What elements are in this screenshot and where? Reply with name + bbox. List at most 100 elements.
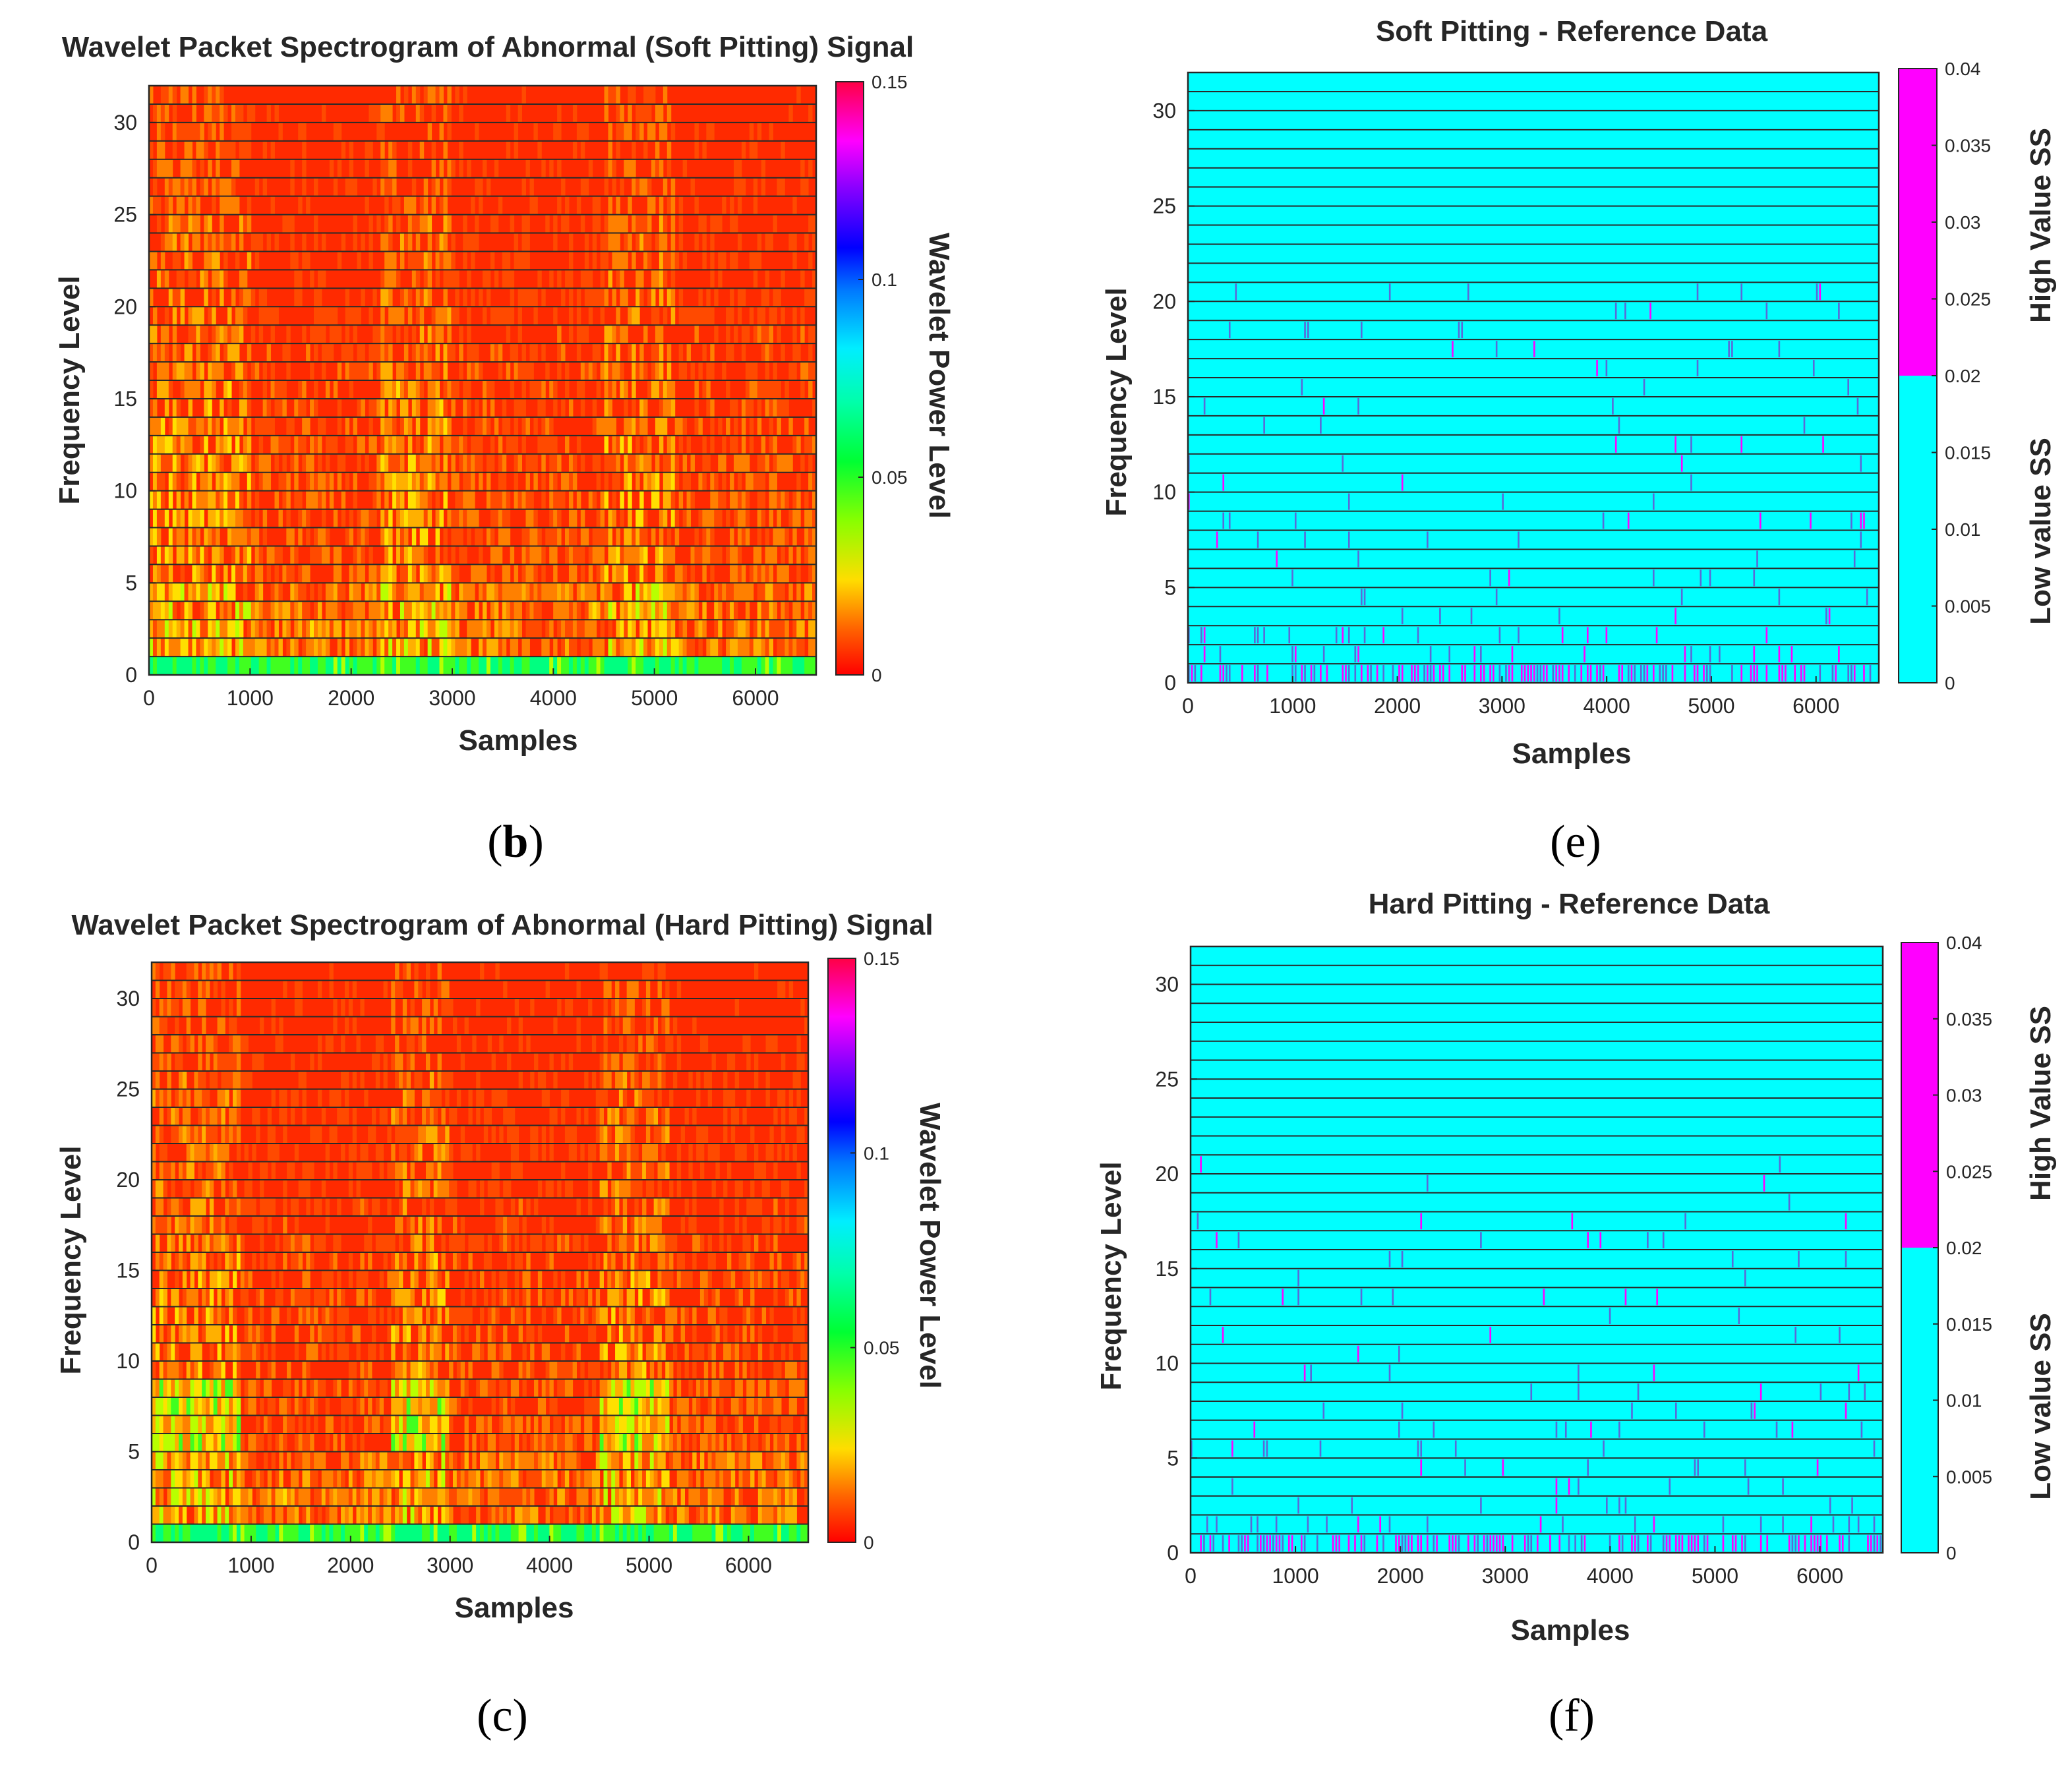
heatmap-cell xyxy=(361,398,365,417)
heatmap-cell xyxy=(714,325,719,344)
heatmap-cell xyxy=(415,343,421,362)
heatmap-cell xyxy=(325,583,330,602)
heatmap-cell xyxy=(639,362,644,380)
heatmap-cell xyxy=(1376,665,1378,682)
heatmap-cell xyxy=(200,270,204,289)
heatmap-cell xyxy=(603,1343,608,1361)
heatmap-cell xyxy=(361,343,365,362)
heatmap-cell xyxy=(369,583,373,602)
heatmap-cell xyxy=(152,1361,156,1379)
heatmap-cell xyxy=(156,546,162,565)
heatmap-cell xyxy=(479,527,483,546)
heatmap-cell xyxy=(298,1488,303,1506)
heatmap-cell xyxy=(294,1397,299,1416)
heatmap-cell xyxy=(694,233,699,252)
heatmap-cell xyxy=(792,490,797,509)
heatmap-cell xyxy=(670,288,676,307)
heatmap-cell xyxy=(329,159,334,178)
heatmap-cell xyxy=(243,601,248,620)
heatmap-cell xyxy=(233,1379,237,1397)
heatmap-cell xyxy=(433,1506,438,1524)
heatmap-cell xyxy=(761,435,766,454)
heatmap-cell xyxy=(180,86,185,104)
heatmap-cell xyxy=(302,417,307,436)
heatmap-cell xyxy=(572,601,577,620)
heatmap-cell xyxy=(231,122,236,141)
heatmap-cell xyxy=(592,251,597,270)
heatmap-cell xyxy=(663,177,668,196)
heatmap-cell xyxy=(321,325,326,344)
heatmap-cell xyxy=(616,86,620,104)
heatmap-cell xyxy=(221,1524,225,1542)
heatmap-cell xyxy=(620,583,624,602)
heatmap-cell xyxy=(741,435,746,454)
heatmap-cell xyxy=(202,1415,206,1434)
heatmap-cell xyxy=(612,546,616,565)
heatmap-cell xyxy=(235,546,240,565)
heatmap-cell xyxy=(521,546,526,565)
heatmap-cell xyxy=(186,1361,191,1379)
heatmap-cell xyxy=(443,527,448,546)
heatmap-cell xyxy=(781,546,785,565)
heatmap-cell xyxy=(734,1434,740,1452)
heatmap-cell xyxy=(283,1397,287,1416)
heatmap-cell xyxy=(616,306,620,326)
heatmap-cell xyxy=(741,564,746,583)
heatmap-cell xyxy=(510,656,515,675)
heatmap-cell xyxy=(788,656,793,675)
heatmap-cell xyxy=(707,1470,713,1488)
heatmap-cell xyxy=(348,1361,353,1379)
heatmap-cell xyxy=(149,251,154,270)
heatmap-cell xyxy=(678,196,684,215)
heatmap-cell xyxy=(753,362,758,380)
heatmap-cell xyxy=(188,453,192,473)
heatmap-cell xyxy=(388,527,393,546)
heatmap-cell xyxy=(525,583,530,602)
heatmap-cell xyxy=(518,288,523,307)
heatmap-cell xyxy=(168,620,173,639)
heatmap-cell xyxy=(360,1361,365,1379)
heatmap-cell xyxy=(239,490,244,509)
heatmap-cell xyxy=(314,546,318,565)
heatmap-cell xyxy=(333,122,338,141)
heatmap-cell xyxy=(557,1306,562,1325)
heatmap-cell xyxy=(784,1524,790,1542)
heatmap-cell xyxy=(400,546,405,565)
heatmap-cell xyxy=(388,564,393,583)
heatmap-cell xyxy=(514,1506,519,1524)
heatmap-cell xyxy=(152,527,158,546)
heatmap-cell xyxy=(483,656,487,675)
heatmap-cell xyxy=(278,583,283,602)
heatmap-cell xyxy=(655,601,660,620)
heatmap-cell xyxy=(702,435,707,454)
heatmap-cell xyxy=(670,177,676,196)
heatmap-cell xyxy=(674,564,680,583)
heatmap-cell xyxy=(208,306,212,326)
heatmap-cell xyxy=(422,1361,427,1379)
heatmap-cell xyxy=(431,306,436,326)
heatmap-cell xyxy=(266,103,272,123)
heatmap-cell xyxy=(298,435,303,454)
heatmap-cell xyxy=(526,1306,531,1325)
heatmap-cell xyxy=(475,509,479,528)
heatmap-cell xyxy=(514,1524,519,1542)
heatmap-cell xyxy=(769,546,774,565)
heatmap-cell xyxy=(808,343,813,362)
heatmap-cell xyxy=(349,140,354,160)
heatmap-cell xyxy=(549,527,554,546)
heatmap-cell xyxy=(176,362,181,380)
heatmap-cell xyxy=(353,583,357,602)
heatmap-cell xyxy=(365,656,369,675)
heatmap-cell xyxy=(376,583,381,602)
heatmap-cell xyxy=(1518,627,1520,644)
heatmap-cell xyxy=(254,546,260,565)
heatmap-cell xyxy=(182,1415,187,1434)
heatmap-cell xyxy=(1413,665,1416,682)
heatmap-cell xyxy=(415,306,421,326)
heatmap-cell xyxy=(670,233,676,252)
heatmap-cell xyxy=(781,140,785,160)
heatmap-cell xyxy=(521,638,526,657)
heatmap-cell xyxy=(425,1361,430,1379)
heatmap-cell xyxy=(659,270,664,289)
